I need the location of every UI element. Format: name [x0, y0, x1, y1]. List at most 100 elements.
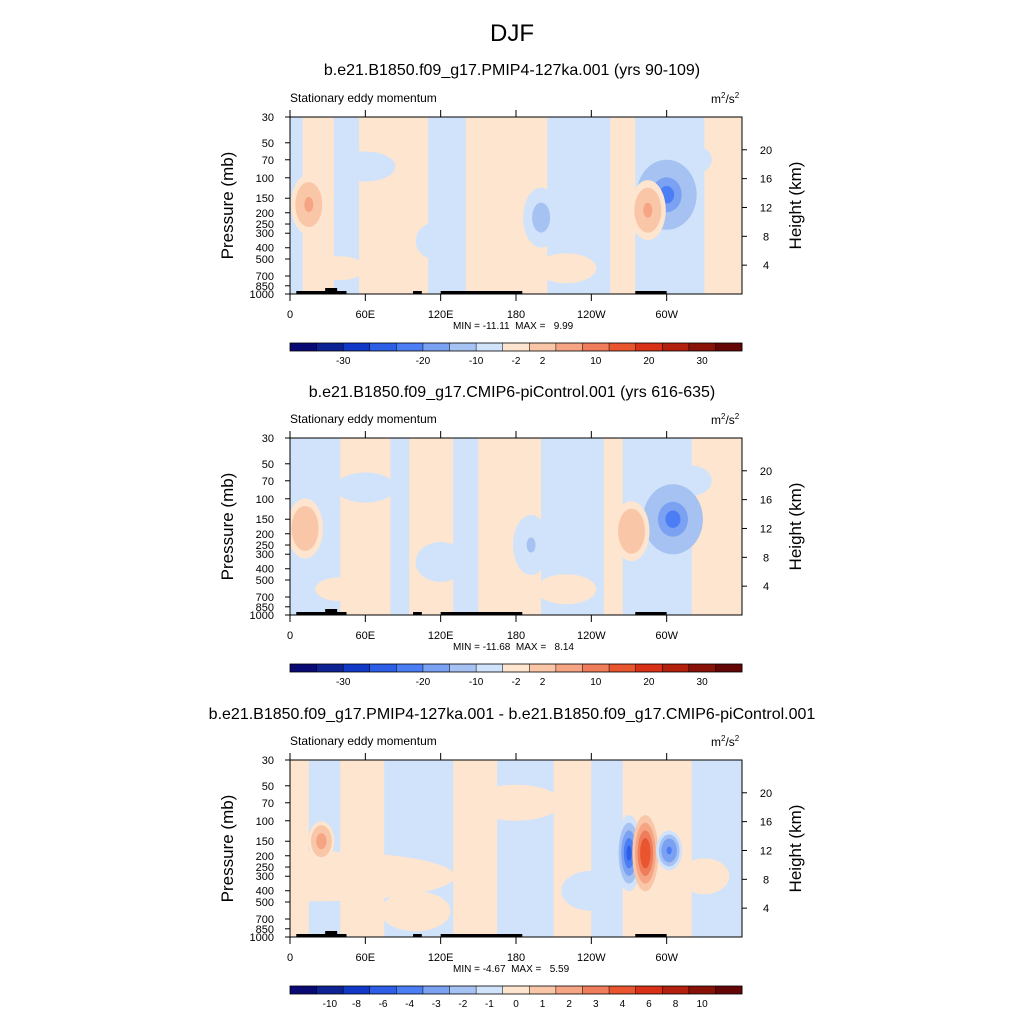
colorbar: -30 -20 -10 -2 2 10 20 30 — [289, 663, 743, 688]
contour-blob — [290, 498, 324, 559]
y-tick-label: 150 — [256, 514, 274, 526]
units-label: m2/s2 — [711, 734, 740, 749]
heatmap-area — [290, 760, 742, 937]
colorbar-swatch — [502, 664, 530, 672]
contour-region — [671, 465, 712, 496]
contour-blob — [304, 197, 314, 213]
y-tick-label: 500 — [256, 575, 274, 587]
y2-tick-label: 12 — [760, 523, 772, 535]
colorbar-swatch — [449, 986, 477, 994]
contour-region — [561, 870, 622, 911]
y-tick-label: 500 — [256, 254, 274, 266]
colorbar-swatch — [609, 986, 637, 994]
colorbar-swatch — [635, 986, 663, 994]
y-tick-label: 30 — [262, 755, 274, 767]
colorbar-swatch — [555, 664, 583, 672]
contour-region — [453, 438, 479, 615]
colorbar-swatch — [343, 343, 371, 351]
plot-frame — [289, 437, 743, 616]
contour-region — [610, 117, 636, 294]
colorbar-label: -1 — [485, 999, 494, 1010]
contour-region — [536, 574, 597, 605]
colorbar-label: 2 — [540, 356, 546, 367]
colorbar-label: -2 — [512, 677, 521, 688]
contour-blob — [650, 492, 696, 546]
x-tick-label: 60E — [356, 952, 376, 964]
colorbar-label: 0 — [513, 999, 519, 1010]
colorbar-swatch — [343, 664, 371, 672]
panel-title: b.e21.B1850.f09_g17.PMIP4-127ka.001 - b.… — [208, 706, 816, 723]
topography — [296, 612, 347, 615]
y2-tick-label: 20 — [760, 466, 772, 478]
colorbar-swatch — [529, 343, 557, 351]
topography — [440, 934, 523, 937]
x-tick-label: 180 — [507, 630, 525, 642]
y-tick-label: 100 — [256, 173, 274, 185]
x-tick-label: 60E — [356, 630, 376, 642]
x-tick-label: 120E — [428, 630, 454, 642]
y-tick-label: 700 — [256, 592, 274, 604]
contour-blob — [640, 837, 651, 869]
contour-blob — [300, 520, 310, 536]
colorbar-swatch — [369, 664, 397, 672]
x-tick-label: 60W — [655, 630, 678, 642]
topography — [440, 291, 523, 294]
contour-region — [497, 760, 555, 937]
contour-region — [603, 438, 624, 615]
colorbar-label: -8 — [352, 999, 361, 1010]
y-tick-label: 400 — [256, 564, 274, 576]
contour-region — [290, 117, 304, 294]
contour-blob — [658, 834, 680, 867]
contour-blob — [626, 845, 632, 861]
colorbar-swatch — [396, 664, 424, 672]
y-tick-label: 850 — [256, 602, 274, 614]
colorbar-swatch — [582, 986, 610, 994]
colorbar-swatch — [422, 986, 450, 994]
contour-blob — [523, 187, 560, 248]
y-tick-label: 850 — [256, 924, 274, 936]
colorbar-label: 10 — [590, 356, 602, 367]
colorbar-label: -10 — [469, 356, 484, 367]
colorbar-swatch — [635, 664, 663, 672]
colorbar-swatch — [662, 664, 690, 672]
y-tick-label: 300 — [256, 871, 274, 883]
y-tick-label: 850 — [256, 281, 274, 293]
contour-region — [308, 760, 341, 937]
contour-blob — [613, 501, 650, 562]
contour-blob — [623, 837, 635, 869]
contour-region — [547, 117, 611, 294]
contour-blob — [316, 833, 327, 850]
x-tick-label: 0 — [287, 309, 293, 321]
colorbar-label: 10 — [590, 677, 602, 688]
contour-region — [333, 117, 360, 294]
topography — [325, 609, 338, 615]
contour-blob — [296, 513, 315, 544]
contour-blob — [618, 822, 640, 884]
y-tick-label: 400 — [256, 886, 274, 898]
contour-blob — [318, 837, 324, 846]
colorbar-swatch — [290, 986, 317, 994]
y-tick-label: 150 — [256, 193, 274, 205]
contour-blob — [636, 159, 697, 230]
contour-blob — [634, 187, 662, 233]
y-tick-label: 250 — [256, 219, 274, 231]
contour-region — [315, 256, 366, 281]
y-tick-label: 50 — [262, 459, 274, 471]
contour-blob — [629, 180, 666, 241]
topography — [325, 288, 338, 294]
units-label: m2/s2 — [711, 91, 740, 106]
colorbar-label: -2 — [512, 356, 521, 367]
y-tick-label: 1000 — [250, 932, 274, 944]
colorbar: -30 -20 -10 -2 2 10 20 30 — [289, 342, 743, 367]
y-tick-label: 1000 — [250, 610, 274, 622]
contour-region — [302, 117, 335, 294]
contour-blob — [663, 842, 675, 859]
y-tick-label: 250 — [256, 540, 274, 552]
colorbar-swatch — [715, 986, 743, 994]
x-tick-label: 120W — [577, 309, 606, 321]
y2-tick-label: 8 — [763, 874, 769, 886]
colorbar-label: -4 — [405, 999, 414, 1010]
contour-region — [290, 760, 310, 937]
y2-tick-label: 12 — [760, 202, 772, 214]
